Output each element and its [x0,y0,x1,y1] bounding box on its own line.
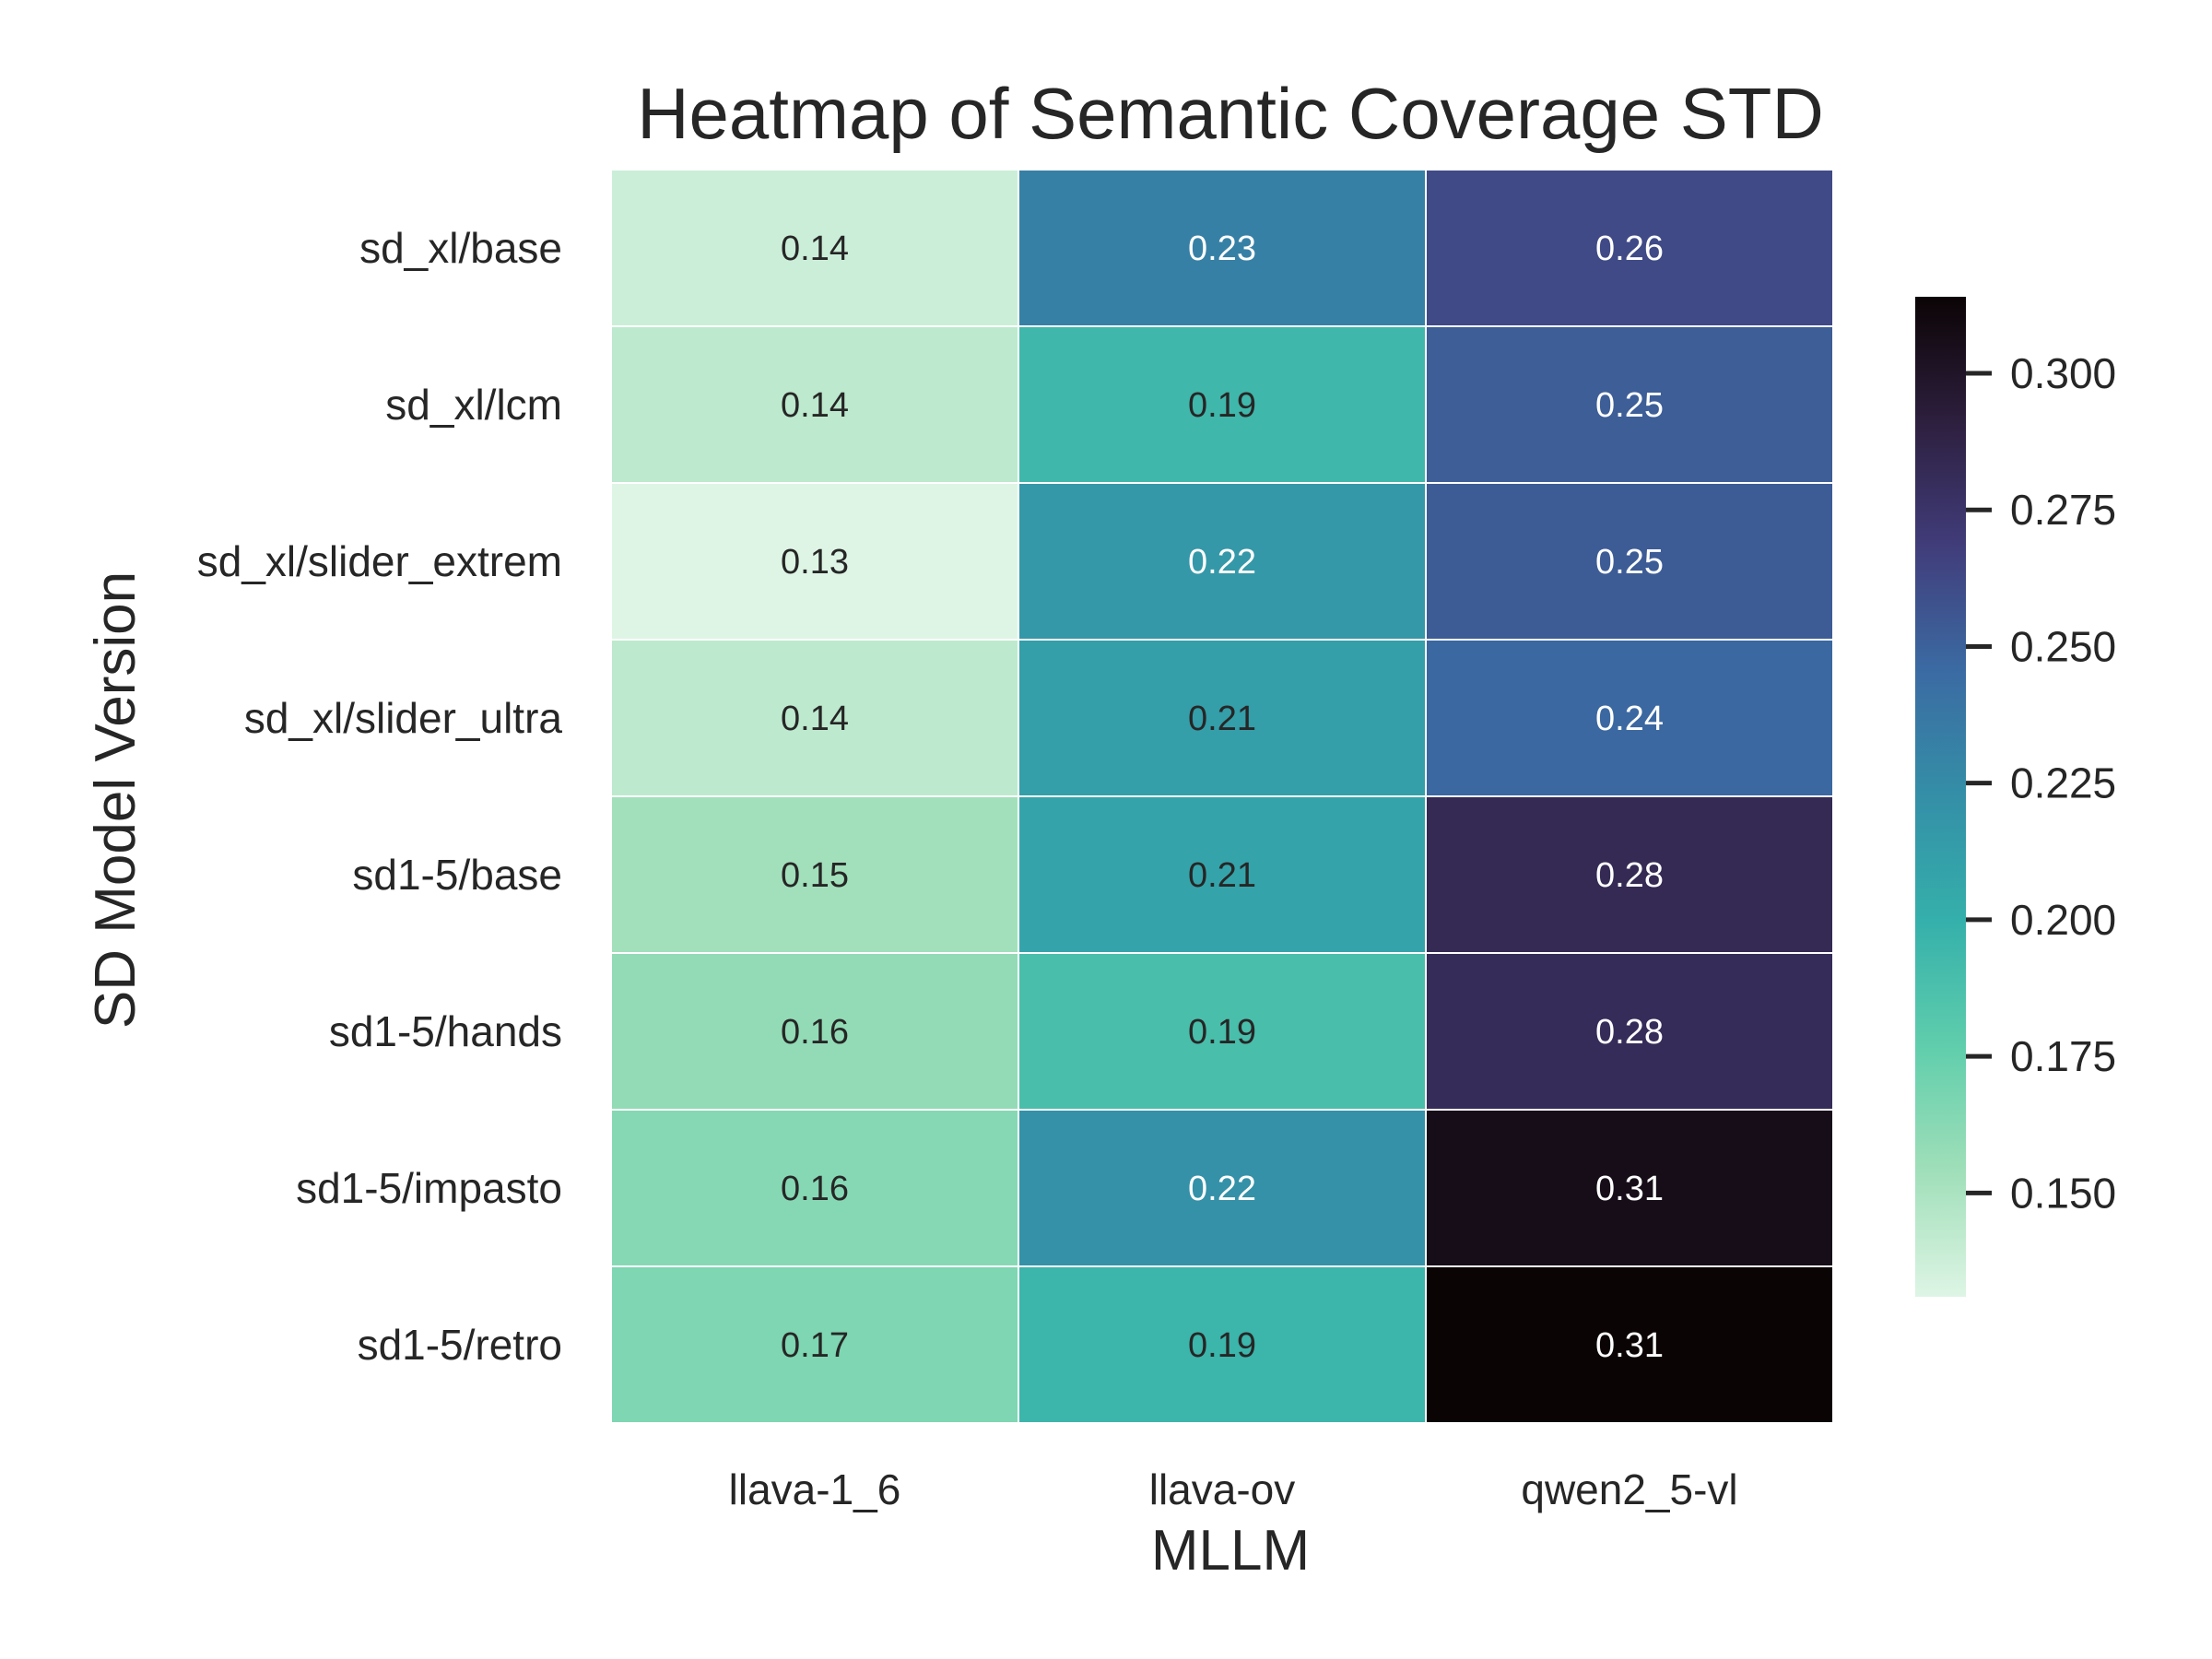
heatmap-cell [610,952,1019,1111]
heatmap-cells [610,169,1834,1424]
cell-value-label: 0.13 [781,543,849,582]
x-axis-label: MLLM [1151,1519,1310,1583]
x-tick-label: qwen2_5-vl [1521,1465,1737,1513]
heatmap-cell [1425,325,1834,484]
heatmap-cell [1018,169,1427,327]
x-axis-tick-labels: llava-1_6 llava-ov qwen2_5-vl [729,1465,1738,1513]
heatmap-cell [610,169,1019,327]
heatmap-cell [610,639,1019,797]
y-tick-label: sd_xl/base [359,224,562,272]
chart-title: Heatmap of Semantic Coverage STD [637,73,1824,154]
cell-value-label: 0.26 [1595,229,1664,268]
heatmap-cell [1018,482,1427,641]
x-tick-label: llava-1_6 [729,1465,901,1513]
cell-value-label: 0.28 [1595,856,1664,895]
heatmap-cell [1425,952,1834,1111]
colorbar-gradient [1915,297,1966,1297]
colorbar-tick-label: 0.175 [2010,1032,2116,1080]
cell-value-label: 0.19 [1188,386,1256,425]
colorbar-tick-label: 0.275 [2010,486,2116,534]
cell-value-label: 0.19 [1188,1326,1256,1365]
colorbar-tick-label: 0.200 [2010,896,2116,944]
cell-value-label: 0.16 [781,1013,849,1052]
cell-value-label: 0.22 [1188,1170,1256,1208]
cell-value-labels: 0.14 0.23 0.26 0.14 0.19 0.25 0.13 0.22 0.25 0.14… [781,229,1664,1365]
colorbar: 0.150 0.175 0.200 0.225 0.250 0.275 0.300 [1915,297,2116,1297]
cell-value-label: 0.25 [1595,386,1664,425]
heatmap-cell [1425,1265,1834,1424]
cell-value-label: 0.15 [781,856,849,895]
y-axis-tick-labels: sd_xl/base sd_xl/lcm sd_xl/slider_extremsd… [197,224,563,1369]
cell-value-label: 0.22 [1188,543,1256,582]
cell-value-label: 0.17 [781,1326,849,1365]
heatmap-cell [1018,795,1427,954]
y-tick-label: sd1-5/retro [358,1321,562,1369]
cell-value-label: 0.31 [1595,1326,1664,1365]
cell-value-label: 0.14 [781,386,849,425]
heatmap-cell [610,1265,1019,1424]
heatmap-cell [610,795,1019,954]
cell-value-label: 0.14 [781,229,849,268]
cell-value-label: 0.28 [1595,1013,1664,1052]
colorbar-tick-label: 0.250 [2010,622,2116,670]
y-tick-label: sd_xl/slider_ultra [244,694,563,742]
y-tick-label: sd_xl/slider_extrem [197,537,562,585]
x-tick-label: llava-ov [1149,1465,1296,1513]
y-axis-label: SD Model Version [84,571,147,1029]
cell-value-label: 0.24 [1595,700,1664,738]
heatmap-cell [1425,1109,1834,1267]
heatmap-cell [1425,795,1834,954]
colorbar-tick-label: 0.225 [2010,759,2116,807]
cell-value-label: 0.21 [1188,856,1256,895]
colorbar-tick-label: 0.150 [2010,1169,2116,1217]
cell-value-label: 0.16 [781,1170,849,1208]
heatmap-cell [1018,1265,1427,1424]
heatmap-cell [1018,325,1427,484]
cell-value-label: 0.25 [1595,543,1664,582]
heatmap-cell [1425,169,1834,327]
cell-value-label: 0.21 [1188,700,1256,738]
y-tick-label: sd1-5/impasto [296,1164,562,1212]
heatmap-cell [610,325,1019,484]
colorbar-ticks: 0.150 0.175 0.200 0.225 0.250 0.275 0.300 [1966,349,2116,1217]
y-tick-label: sd1-5/base [352,851,562,899]
heatmap-cell [610,1109,1019,1267]
cell-value-label: 0.31 [1595,1170,1664,1208]
heatmap-cell [1018,952,1427,1111]
cell-value-label: 0.19 [1188,1013,1256,1052]
y-tick-label: sd_xl/lcm [385,381,562,429]
cell-value-label: 0.14 [781,700,849,738]
heatmap-cell [1018,1109,1427,1267]
y-tick-label: sd1-5/hands [329,1007,562,1055]
cell-value-label: 0.23 [1188,229,1256,268]
heatmap-cell [1425,639,1834,797]
colorbar-tick-label: 0.300 [2010,349,2116,397]
